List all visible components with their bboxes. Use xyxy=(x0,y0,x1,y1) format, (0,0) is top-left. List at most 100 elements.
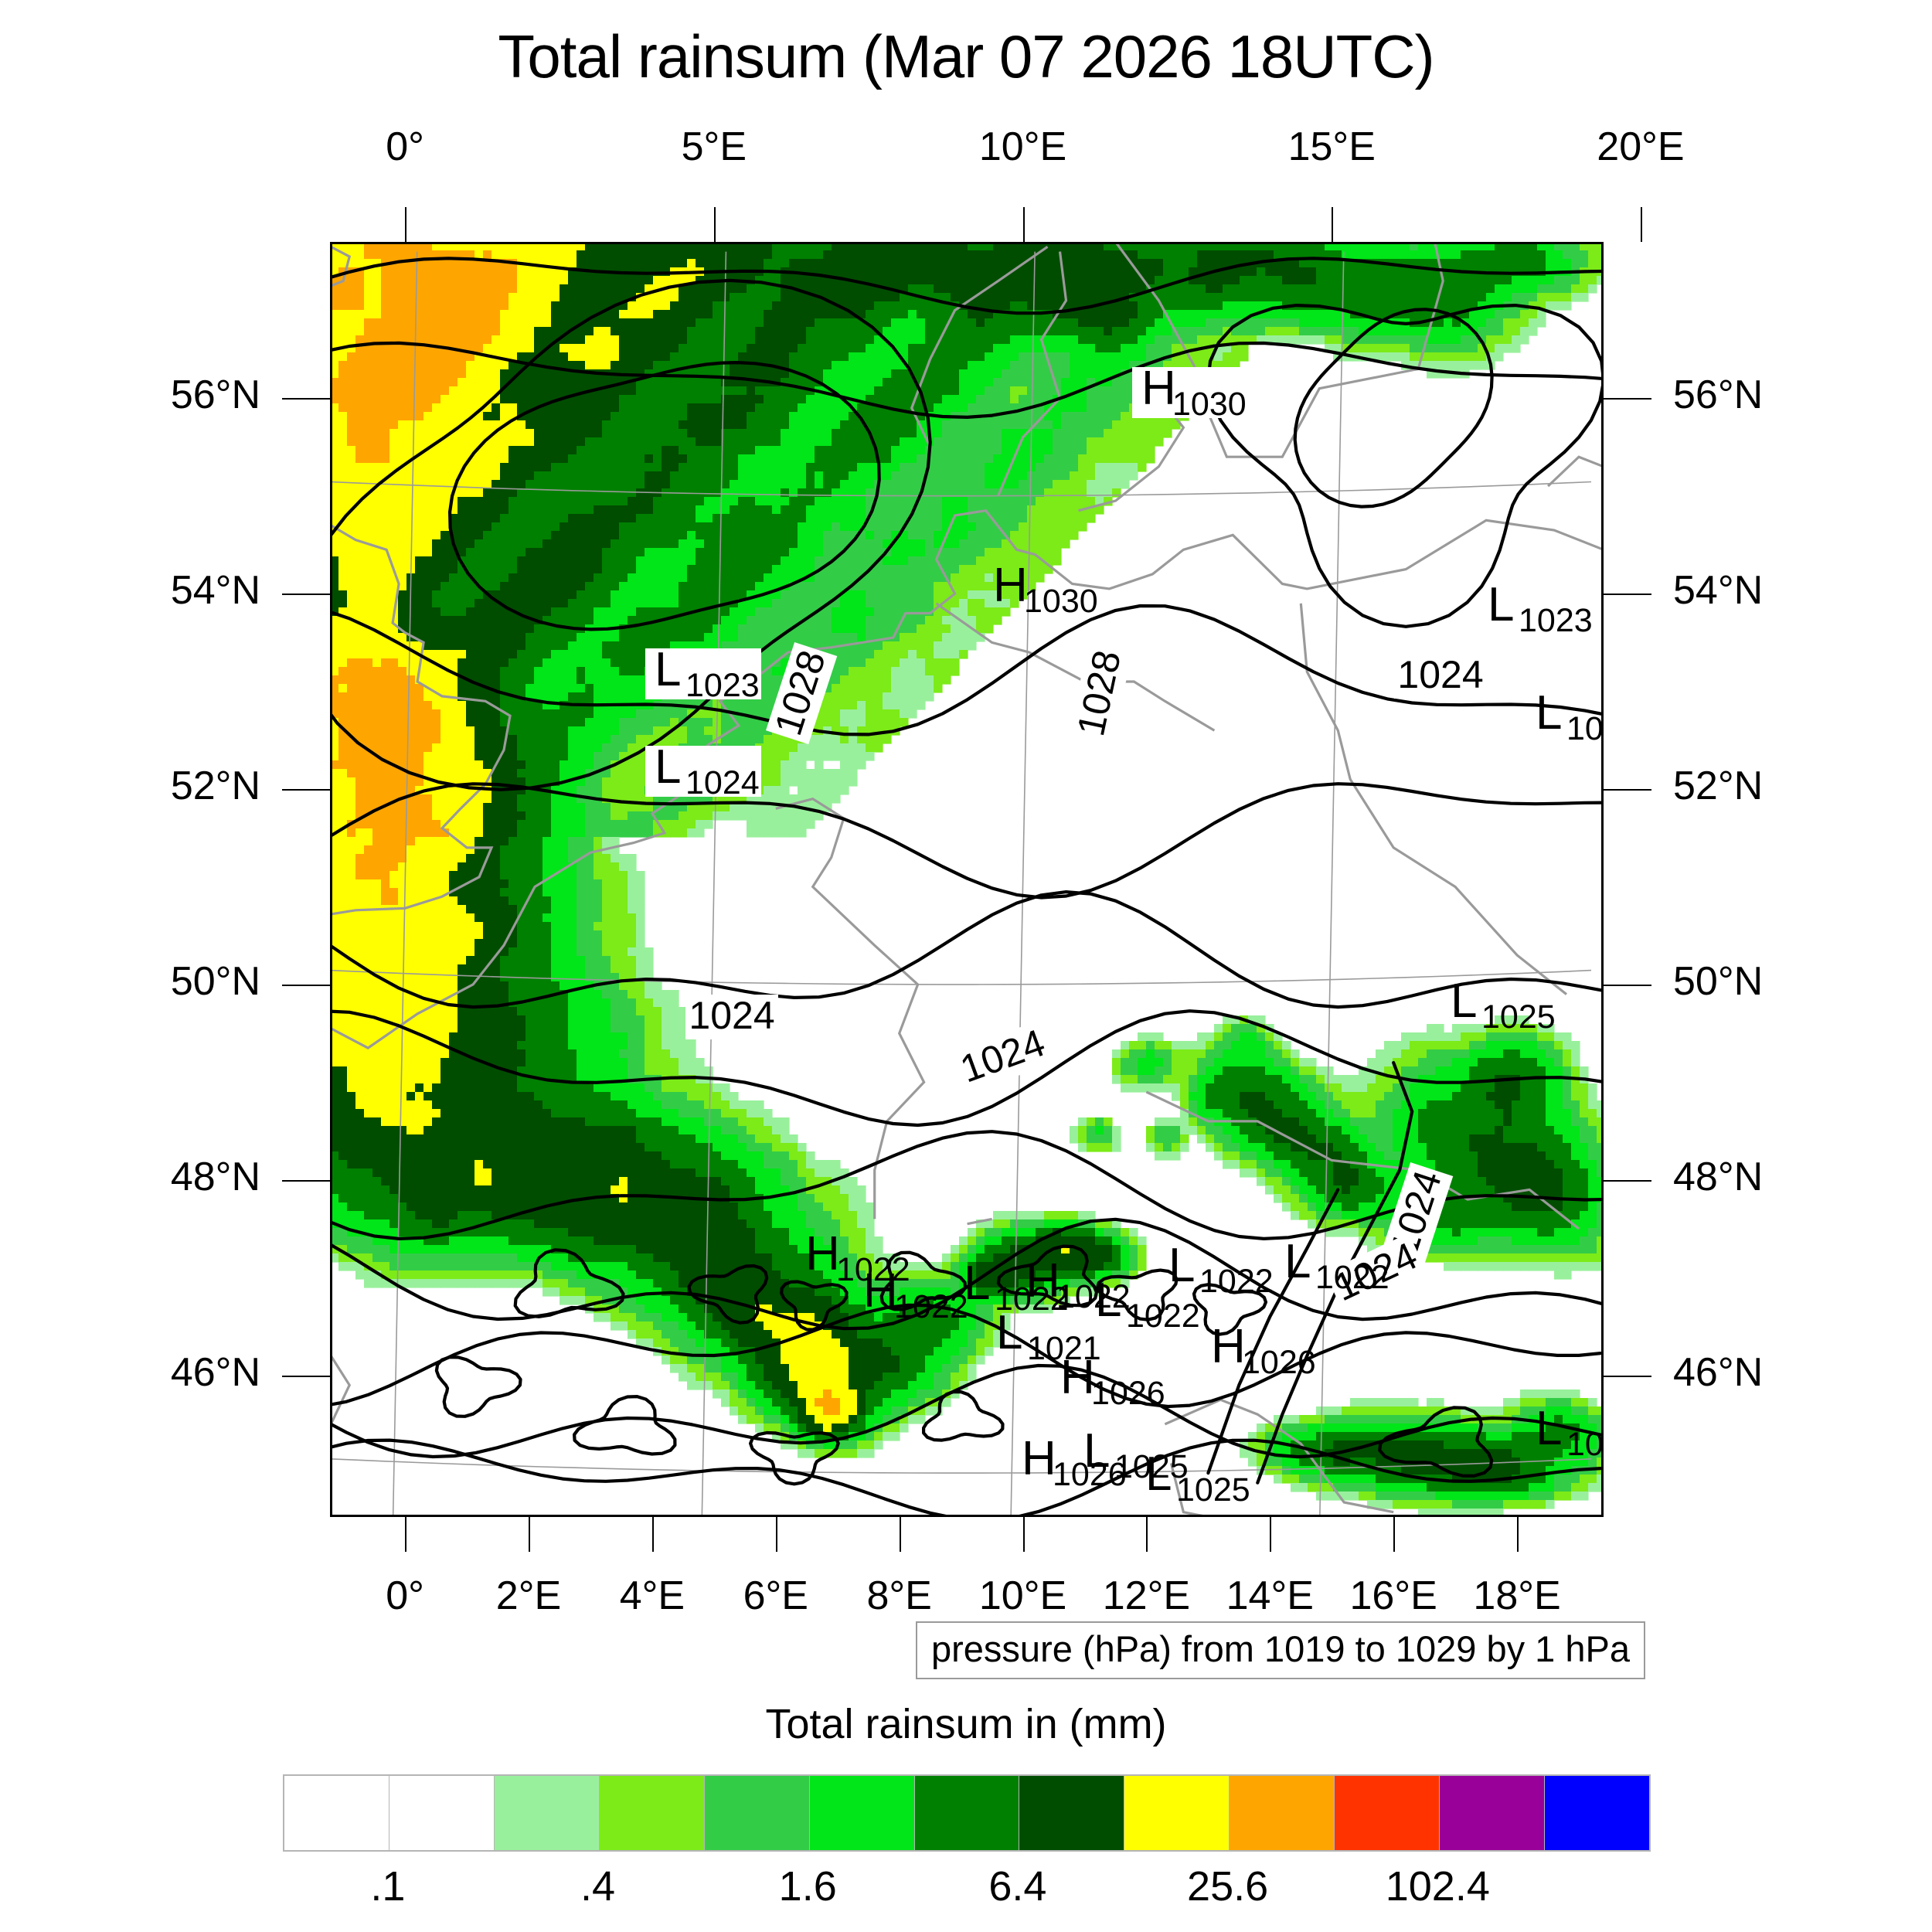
colorbar-tick-label: .4 xyxy=(580,1863,616,1910)
pressure-marker-l: L 1025 xyxy=(1083,1424,1189,1485)
left-lat-tick xyxy=(282,984,330,986)
left-lat-label: 46°N xyxy=(170,1349,260,1395)
page-title: Total rainsum (Mar 07 2026 18UTC) xyxy=(498,22,1434,90)
graticule-layer xyxy=(330,251,1592,1517)
colorbar-segment xyxy=(1019,1776,1125,1850)
contour-label: 1028 xyxy=(1069,643,1132,744)
map-plot-area[interactable]: 1028 1028 1024 1024 1024 1024 1024 H 1030 H 1030 L… xyxy=(330,242,1604,1517)
bottom-lon-label: 2°E xyxy=(495,1573,562,1618)
left-lat-tick xyxy=(282,1375,330,1377)
left-lat-label: 52°N xyxy=(170,764,260,809)
bottom-lon-label: 12°E xyxy=(1102,1573,1191,1618)
top-lon-tick xyxy=(713,207,716,242)
top-lon-label: 5°E xyxy=(681,124,747,169)
left-lat-tick xyxy=(282,398,330,400)
colorbar-tick-label: 1.6 xyxy=(778,1863,837,1910)
colorbar-segment xyxy=(704,1776,810,1850)
bottom-lon-label: 8°E xyxy=(866,1573,932,1618)
bottom-lon-tick xyxy=(405,1517,407,1552)
top-lon-tick xyxy=(405,207,407,242)
right-lat-label: 50°N xyxy=(1673,958,1764,1004)
pressure-marker-l: L 1022 xyxy=(1168,1239,1274,1300)
bottom-lon-tick xyxy=(1146,1517,1148,1552)
top-lon-tick xyxy=(1640,207,1642,242)
colorbar-segment xyxy=(599,1776,705,1850)
colorbar-segment xyxy=(284,1776,389,1850)
colorbar-segment xyxy=(914,1776,1020,1850)
left-lat-tick xyxy=(282,789,330,791)
right-lat-tick xyxy=(1604,789,1651,791)
left-lat-label: 56°N xyxy=(170,372,260,418)
pressure-marker-l: L 1022 xyxy=(1095,1274,1200,1335)
colorbar-segment xyxy=(1545,1776,1649,1850)
pressure-legend-text: pressure (hPa) from 1019 to 1029 by 1 hP… xyxy=(931,1628,1630,1669)
left-lat-tick xyxy=(282,594,330,596)
colorbar-tick-label: 25.6 xyxy=(1187,1863,1269,1910)
bottom-lon-label: 6°E xyxy=(743,1573,808,1618)
right-lat-tick xyxy=(1604,1179,1651,1182)
left-lat-label: 54°N xyxy=(170,568,260,614)
top-lon-label: 15°E xyxy=(1287,124,1376,169)
colorbar-tick-label: 6.4 xyxy=(988,1863,1047,1910)
pressure-legend-box: pressure (hPa) from 1019 to 1029 by 1 hP… xyxy=(916,1621,1645,1679)
bottom-lon-tick xyxy=(1393,1517,1396,1552)
top-lon-label: 10°E xyxy=(978,124,1067,169)
pressure-marker-l: L 1022 xyxy=(1284,1235,1389,1296)
right-lat-label: 56°N xyxy=(1673,372,1764,418)
bottom-lon-tick xyxy=(775,1517,777,1552)
colorbar-tick-label: .1 xyxy=(370,1863,406,1910)
right-lat-label: 46°N xyxy=(1673,1349,1764,1395)
bottom-lon-label: 18°E xyxy=(1473,1573,1561,1618)
left-lat-tick xyxy=(282,1179,330,1182)
bottom-lon-label: 0° xyxy=(386,1573,424,1618)
colorbar-segment xyxy=(1124,1776,1230,1850)
colorbar-tick-label: 102.4 xyxy=(1385,1863,1490,1910)
bottom-lon-label: 10°E xyxy=(978,1573,1067,1618)
pressure-marker-l: L 1023 xyxy=(1488,578,1593,639)
pressure-marker-l: L 1025 xyxy=(1451,975,1556,1036)
top-lon-label: 0° xyxy=(386,124,424,169)
colorbar[interactable] xyxy=(283,1774,1651,1852)
pressure-marker-l: L 1021 xyxy=(996,1306,1101,1367)
top-lon-tick xyxy=(1022,207,1025,242)
pressure-marker-l: L 1023 xyxy=(645,643,761,704)
right-lat-tick xyxy=(1604,984,1651,986)
bottom-lon-label: 14°E xyxy=(1226,1573,1314,1618)
pressure-marker-l: L 1025 xyxy=(1145,1447,1250,1509)
left-lat-label: 50°N xyxy=(170,958,260,1004)
top-lon-tick xyxy=(1332,207,1334,242)
bottom-lon-tick xyxy=(651,1517,654,1552)
colorbar-segment xyxy=(494,1776,600,1850)
bottom-lon-tick xyxy=(529,1517,530,1552)
left-lat-label: 48°N xyxy=(170,1154,260,1199)
bottom-lon-label: 4°E xyxy=(619,1573,685,1618)
bottom-lon-tick xyxy=(899,1517,901,1552)
pressure-marker-l: L 1022 xyxy=(964,1257,1069,1318)
right-lat-label: 52°N xyxy=(1673,764,1764,809)
bottom-lon-label: 16°E xyxy=(1349,1573,1437,1618)
contour-label: 1024 xyxy=(685,994,778,1039)
pressure-marker-l: L1026 xyxy=(1536,1402,1604,1463)
bottom-lon-tick xyxy=(1270,1517,1272,1552)
bottom-lon-tick xyxy=(1022,1517,1025,1552)
colorbar-segment xyxy=(809,1776,915,1850)
colorbar-segment xyxy=(1335,1776,1440,1850)
colorbar-segment xyxy=(1440,1776,1546,1850)
right-lat-tick xyxy=(1604,1375,1651,1377)
right-lat-tick xyxy=(1604,594,1651,596)
right-lat-tick xyxy=(1604,398,1651,400)
contour-label: 1024 xyxy=(1394,653,1487,699)
colorbar-title: Total rainsum in (mm) xyxy=(765,1701,1167,1747)
right-lat-label: 54°N xyxy=(1673,568,1764,614)
